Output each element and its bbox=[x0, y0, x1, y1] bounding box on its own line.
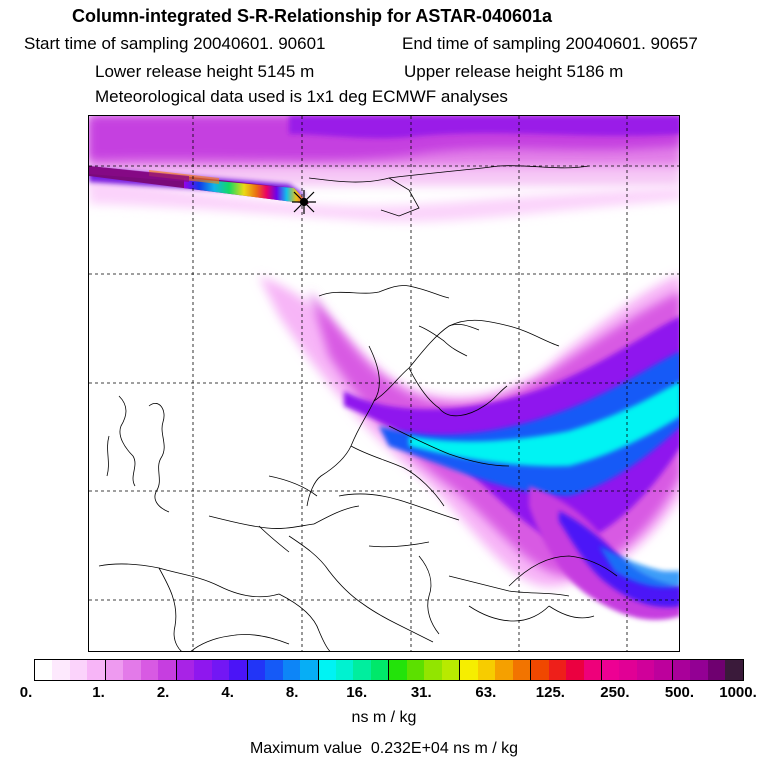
colorbar-swatch bbox=[583, 660, 602, 680]
colorbar-swatch bbox=[690, 660, 708, 680]
colorbar-swatch bbox=[335, 660, 354, 680]
colorbar-swatch bbox=[654, 660, 673, 680]
colorbar-swatch bbox=[52, 660, 70, 680]
colorbar-swatch bbox=[194, 660, 212, 680]
maximum-value-label: Maximum value 0.232E+04 ns m / kg bbox=[249, 740, 519, 757]
colorbar-tick-label: 63. bbox=[475, 684, 497, 701]
sensitivity-field-north bbox=[89, 116, 679, 223]
colorbar-swatch bbox=[725, 660, 743, 680]
colorbar-swatch bbox=[566, 660, 584, 680]
colorbar-swatch bbox=[158, 660, 177, 680]
release-point-marker bbox=[292, 190, 316, 214]
colorbar-swatch bbox=[406, 660, 425, 680]
colorbar-units-label: ns m / kg bbox=[351, 709, 417, 726]
colorbar-swatch bbox=[389, 660, 407, 680]
colorbar-tick-label: 0. bbox=[19, 684, 33, 701]
colorbar-swatch bbox=[672, 660, 691, 680]
colorbar-tick-label: 2. bbox=[156, 684, 170, 701]
colorbar-swatch bbox=[619, 660, 637, 680]
colorbar-tick-label: 31. bbox=[410, 684, 432, 701]
colorbar-swatch bbox=[229, 660, 248, 680]
map-canvas bbox=[89, 116, 679, 651]
colorbar-tick-label: 1. bbox=[92, 684, 105, 701]
colorbar-tick-label: 8. bbox=[285, 684, 299, 701]
colorbar-swatch bbox=[176, 660, 195, 680]
colorbar-swatch bbox=[495, 660, 513, 680]
colorbar bbox=[34, 659, 744, 681]
colorbar-swatch bbox=[548, 660, 567, 680]
colorbar-swatch bbox=[441, 660, 461, 680]
colorbar-tick-label: 16. bbox=[346, 684, 368, 701]
colorbar-swatch bbox=[35, 660, 53, 680]
meteorological-data-label: Meteorological data used is 1x1 deg ECMW… bbox=[95, 87, 508, 106]
coastlines bbox=[98, 165, 618, 651]
colorbar-swatch bbox=[140, 660, 159, 680]
colorbar-swatch bbox=[477, 660, 496, 680]
colorbar-swatch bbox=[69, 660, 88, 680]
colorbar-tick-label: 500. bbox=[664, 684, 695, 701]
colorbar-swatch bbox=[602, 660, 620, 680]
upper-release-height-label: Upper release height 5186 m bbox=[404, 62, 624, 81]
colorbar-tick-label: 1000. bbox=[719, 684, 757, 701]
colorbar-swatch bbox=[531, 660, 549, 680]
release-trajectory bbox=[89, 166, 309, 204]
colorbar-swatch bbox=[211, 660, 230, 680]
colorbar-tick-label: 250. bbox=[600, 684, 630, 701]
plot-title: Column-integrated S-R-Relationship for A… bbox=[72, 6, 553, 26]
colorbar-swatch bbox=[370, 660, 390, 680]
colorbar-swatch bbox=[424, 660, 442, 680]
colorbar-swatch bbox=[123, 660, 141, 680]
colorbar-swatch bbox=[318, 660, 336, 680]
end-time-label: End time of sampling 20040601. 90657 bbox=[402, 34, 698, 53]
colorbar-swatch bbox=[707, 660, 726, 680]
colorbar-swatch bbox=[105, 660, 124, 680]
colorbar-swatch bbox=[460, 660, 478, 680]
colorbar-tick-label: 125. bbox=[535, 684, 565, 701]
colorbar-tick-label: 4. bbox=[221, 684, 234, 701]
start-time-label: Start time of sampling 20040601. 90601 bbox=[24, 34, 326, 53]
colorbar-swatch bbox=[636, 660, 655, 680]
map-panel bbox=[88, 115, 680, 652]
colorbar-swatch bbox=[282, 660, 301, 680]
colorbar-swatch bbox=[353, 660, 371, 680]
map-grid bbox=[89, 116, 679, 651]
colorbar-swatch bbox=[247, 660, 266, 680]
sensitivity-field-plume bbox=[259, 274, 679, 620]
colorbar-swatch bbox=[512, 660, 532, 680]
colorbar-swatch bbox=[265, 660, 283, 680]
colorbar-swatch bbox=[300, 660, 319, 680]
colorbar-swatch bbox=[87, 660, 106, 680]
lower-release-height-label: Lower release height 5145 m bbox=[95, 62, 315, 81]
